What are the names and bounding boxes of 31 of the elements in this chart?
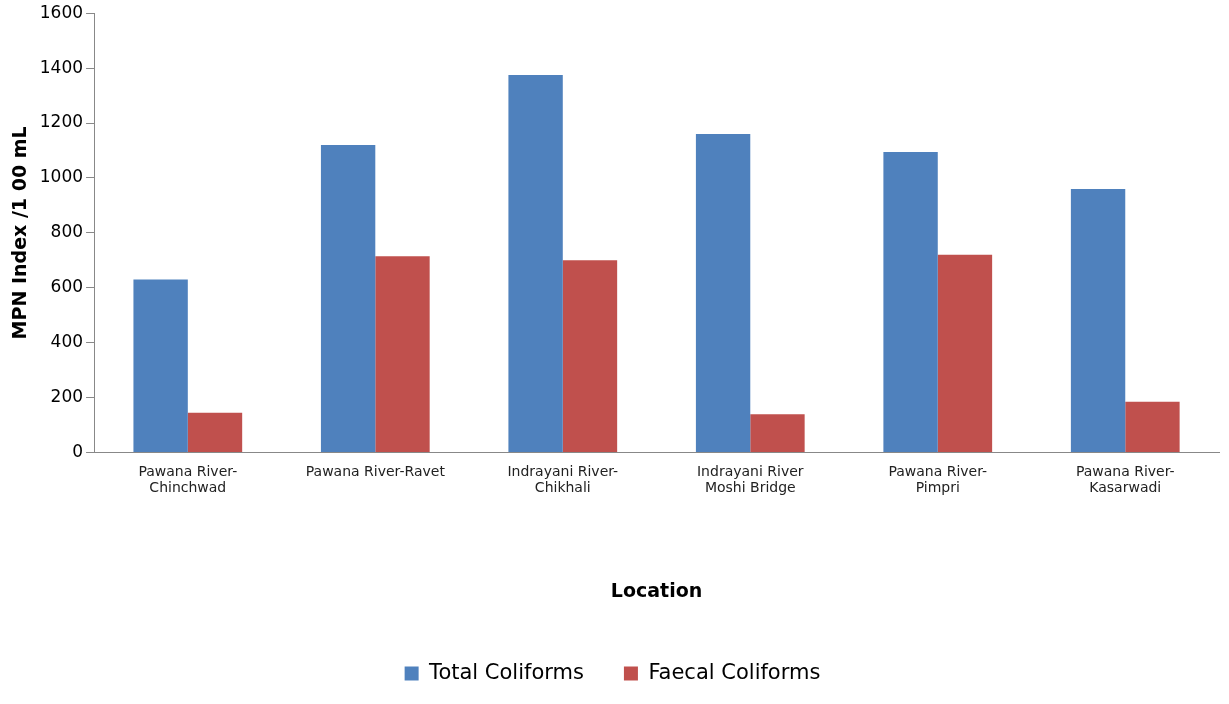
x-tick-label: Pawana River-Pimpri xyxy=(888,462,988,496)
bar xyxy=(883,151,938,453)
bar xyxy=(695,134,751,453)
x-tick-label: Pawana River-Ravet xyxy=(305,462,446,479)
y-axis-title: MPN Index /1 00 mL xyxy=(8,126,31,340)
x-tick-label: Indrayani River Moshi Bridge xyxy=(696,462,804,496)
x-tick-label: Pawana River-Chinchwad xyxy=(138,462,238,496)
x-tick-label: Pawana River-Kasarwadi xyxy=(1075,462,1175,496)
bar xyxy=(508,74,563,453)
bar xyxy=(133,279,188,453)
bar xyxy=(1070,188,1126,453)
y-tick-label: 1200 xyxy=(39,111,84,132)
bar xyxy=(320,145,376,453)
y-tick-label: 400 xyxy=(50,331,84,352)
bar xyxy=(1125,401,1180,453)
y-tick-label: 200 xyxy=(50,386,84,407)
legend-label: Faecal Coliforms xyxy=(648,659,821,684)
bar xyxy=(562,260,618,453)
bar xyxy=(375,256,430,453)
y-tick-label: 1400 xyxy=(39,56,84,77)
legend-label: Total Coliforms xyxy=(428,659,584,684)
bar xyxy=(187,412,243,453)
bar xyxy=(750,414,805,453)
x-tick-label: Indrayani River-Chikhali xyxy=(507,462,619,496)
y-tick-label: 1000 xyxy=(39,166,84,187)
x-axis-title: Location xyxy=(610,578,703,601)
y-tick-label: 0 xyxy=(72,441,84,462)
y-tick-label: 600 xyxy=(50,276,84,297)
bar xyxy=(937,254,993,453)
y-tick-label: 1600 xyxy=(39,1,84,22)
y-tick-label: 800 xyxy=(50,221,84,242)
